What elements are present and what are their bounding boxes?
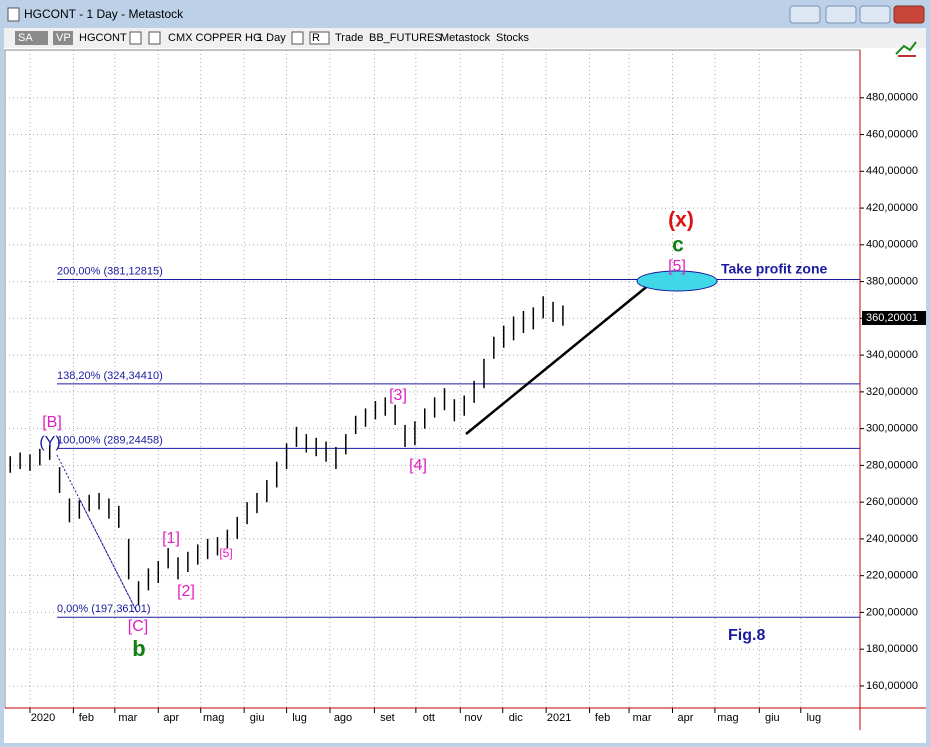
x-tick-label: lug [806,712,821,724]
y-tick-label: 440,00000 [866,165,918,177]
y-tick-label: 180,00000 [866,643,918,655]
toolbar-item[interactable]: 1 Day [257,32,286,44]
y-tick-label: 240,00000 [866,533,918,545]
toolbar-icon[interactable] [895,41,917,57]
x-tick-label: mar [633,712,652,724]
y-tick-label: 260,00000 [866,496,918,508]
maximize-button[interactable] [859,5,891,24]
wave-label: [1] [162,530,180,547]
y-tick-label: 280,00000 [866,459,918,471]
wave-label: [5] [219,546,232,560]
x-tick-label: 2021 [547,712,571,724]
wave-label: [5] [668,258,686,275]
last-price-box [862,310,926,325]
dropdown[interactable] [291,31,304,45]
target-zone [636,270,718,292]
vp-button[interactable] [53,31,73,45]
toolbar-item[interactable]: CMX COPPER HG [168,32,262,44]
y-tick-label: 400,00000 [866,239,918,251]
sa-button[interactable] [15,31,48,45]
x-tick-label: mag [717,712,738,724]
y-tick-label: 380,00000 [866,275,918,287]
wave-label: c [672,234,684,257]
dropdown[interactable] [148,31,161,45]
x-tick-label: giu [250,712,265,724]
last-price-label: 360,20001 [866,312,918,324]
toolbar-item[interactable]: Stocks [496,32,530,44]
wave-label: [3] [389,387,407,404]
chart-layer: 160,00000 180,00000 200,00000 220,00000 240,… [5,50,926,724]
x-tick-label: giu [765,712,780,724]
toolbar-item[interactable]: BB_FUTURES [369,32,442,44]
x-tick-label: ott [423,712,435,724]
x-tick-label: set [380,712,395,724]
app-icon [7,7,20,22]
y-tick-label: 320,00000 [866,386,918,398]
dropdown[interactable] [309,31,330,45]
x-tick-label: apr [163,712,179,724]
x-tick-label: apr [678,712,694,724]
x-tick-label: lug [292,712,307,724]
window-title: HGCONT - 1 Day - Metastock [24,7,184,21]
y-tick-label: 420,00000 [866,202,918,214]
y-tick-label: 460,00000 [866,128,918,140]
wave-connector [79,499,138,613]
toolbar [4,28,926,48]
toolbar-item[interactable]: R [312,32,320,44]
close-button[interactable] [893,5,925,24]
toolbar-item[interactable]: HGCONT [79,32,127,44]
toolbar-item: SA [18,32,33,44]
fib-label: 200,00% (381,12815) [57,265,163,277]
wave-label: b [132,636,145,661]
y-tick-label: 160,00000 [866,680,918,692]
fib-label: 0,00% (197,36101) [57,603,151,615]
annotation: Take profit zone [721,261,828,277]
restore-button[interactable] [789,5,821,24]
wave-label: [4] [409,457,427,474]
x-tick-label: mag [203,712,224,724]
wave-label: [B] [42,414,62,431]
x-tick-label: mar [118,712,137,724]
x-tick-label: dic [509,712,524,724]
x-tick-label: ago [334,712,352,724]
minimize-button[interactable] [825,5,857,24]
figure-label: Fig.8 [728,627,765,644]
toolbar-item: VP [56,32,71,44]
trend-line [465,283,651,435]
wave-label: [C] [128,618,148,635]
plot-area [4,49,861,709]
x-tick-label: feb [595,712,610,724]
y-tick-label: 220,00000 [866,570,918,582]
x-tick-label: feb [79,712,94,724]
fib-label: 138,20% (324,34410) [57,370,163,382]
wave-label: (Y) [39,434,60,451]
toolbar-item[interactable]: Metastock [440,32,491,44]
y-tick-label: 300,00000 [866,423,918,435]
x-tick-label: 2020 [31,712,55,724]
y-tick-label: 340,00000 [866,349,918,361]
y-tick-label: 480,00000 [866,92,918,104]
fib-label: 100,00% (289,24458) [57,434,163,446]
wave-label: (x) [668,209,694,232]
dropdown[interactable] [129,31,142,45]
toolbar-item[interactable]: Trade [335,32,363,44]
x-tick-label: nov [464,712,482,724]
y-tick-label: 200,00000 [866,606,918,618]
wave-label: [2] [177,583,195,600]
